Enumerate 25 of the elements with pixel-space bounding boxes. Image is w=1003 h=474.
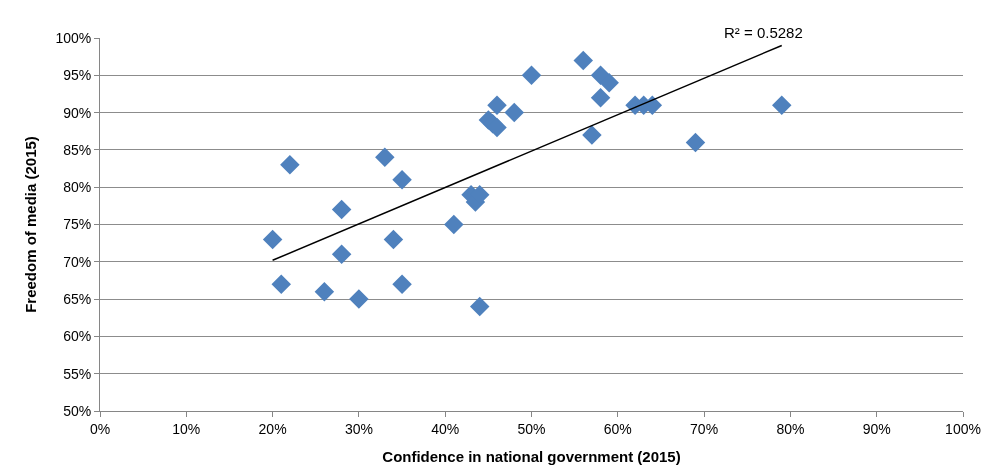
y-tick-label: 50% (63, 402, 92, 419)
y-tick-label: 95% (63, 67, 92, 84)
y-tick-label: 70% (63, 253, 92, 270)
x-tick-label: 60% (603, 420, 632, 437)
annotation: R² = 0.5282 (724, 24, 803, 41)
y-tick-label: 65% (63, 291, 92, 307)
x-tick-label: 90% (862, 420, 891, 437)
x-tick-label: 50% (517, 420, 546, 437)
x-tick-label: 40% (431, 420, 460, 437)
y-tick-label: 85% (63, 141, 92, 158)
x-tick-label: 80% (776, 420, 805, 437)
x-tick-label: 30% (344, 420, 373, 437)
y-tick-label: 100% (55, 29, 92, 46)
x-tick-label: 70% (690, 420, 719, 437)
y-tick-label: 75% (63, 216, 92, 233)
x-tick-label: 10% (172, 420, 201, 437)
y-tick-label: 90% (63, 104, 92, 121)
x-axis-title: Confidence in national government (2015) (382, 447, 681, 465)
y-tick-label: 60% (63, 328, 92, 345)
x-tick-label: 20% (258, 420, 287, 437)
y-tick-label: 80% (63, 179, 92, 196)
x-tick-label: 0% (89, 420, 111, 437)
x-tick-label: 100% (945, 420, 981, 437)
y-axis-title: Freedom of media (2015) (21, 136, 39, 313)
y-tick-label: 55% (63, 365, 92, 382)
